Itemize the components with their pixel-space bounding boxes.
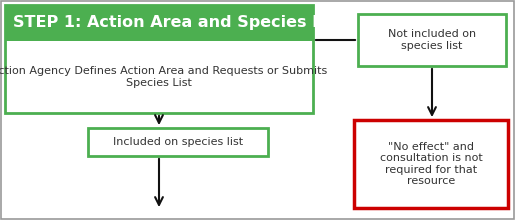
Text: "No effect" and
consultation is not
required for that
resource: "No effect" and consultation is not requ… [380,142,483,186]
Text: Action Agency Defines Action Area and Requests or Submits
Species List: Action Agency Defines Action Area and Re… [0,66,327,88]
Bar [5,41,313,113]
Text: Included on species list: Included on species list [113,137,243,147]
Bar [5,5,313,113]
Text: STEP 1: Action Area and Species List: STEP 1: Action Area and Species List [13,15,345,31]
Bar [5,5,313,41]
Bar [358,14,506,66]
Text: Not included on
species list: Not included on species list [388,29,476,51]
Bar [88,128,268,156]
Bar [354,120,508,208]
